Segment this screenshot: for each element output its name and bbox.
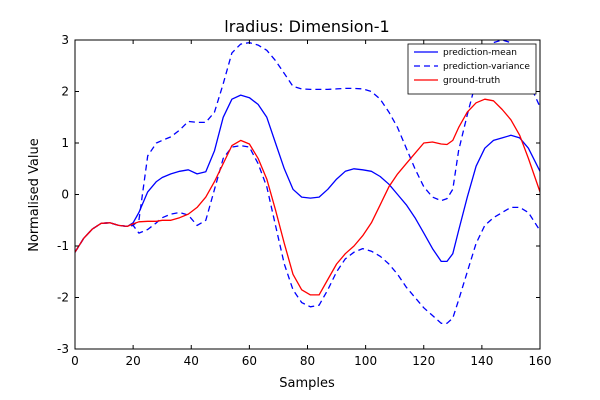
x-tick-label: 40 — [184, 354, 199, 368]
y-tick-label: 1 — [61, 136, 69, 150]
legend-label-ground-truth: ground-truth — [443, 76, 500, 86]
y-axis-label: Normalised Value — [27, 138, 42, 252]
x-tick-label: 120 — [412, 354, 435, 368]
x-tick-label: 140 — [470, 354, 493, 368]
x-axis-label: Samples — [279, 376, 335, 391]
y-tick-label: 0 — [61, 188, 69, 202]
y-tick-label: 2 — [61, 85, 69, 99]
x-tick-label: 80 — [300, 354, 315, 368]
y-tick-label: -3 — [57, 342, 69, 356]
y-tick-label: 3 — [61, 33, 69, 47]
legend-label-prediction-mean: prediction-mean — [443, 48, 517, 58]
x-tick-label: 160 — [529, 354, 552, 368]
series-line-series-3 — [75, 144, 540, 324]
y-tick-label: -1 — [57, 239, 69, 253]
series-line-prediction-variance — [75, 40, 540, 253]
y-tick-label: -2 — [57, 291, 69, 305]
plot-area: 0 20 40 60 80 100 120 140 160 -3 -2 -1 0 1 2 3 predictio… — [57, 33, 551, 368]
x-tick-label: 60 — [242, 354, 257, 368]
x-tick-label: 20 — [125, 354, 140, 368]
series-line-prediction-mean — [75, 94, 540, 263]
series-line-ground-truth — [75, 98, 540, 296]
x-tick-label: 0 — [71, 354, 79, 368]
legend-label-prediction-variance: prediction-variance — [443, 62, 530, 72]
x-tick-label: 100 — [354, 354, 377, 368]
chart-title: lradius: Dimension-1 — [224, 17, 389, 36]
